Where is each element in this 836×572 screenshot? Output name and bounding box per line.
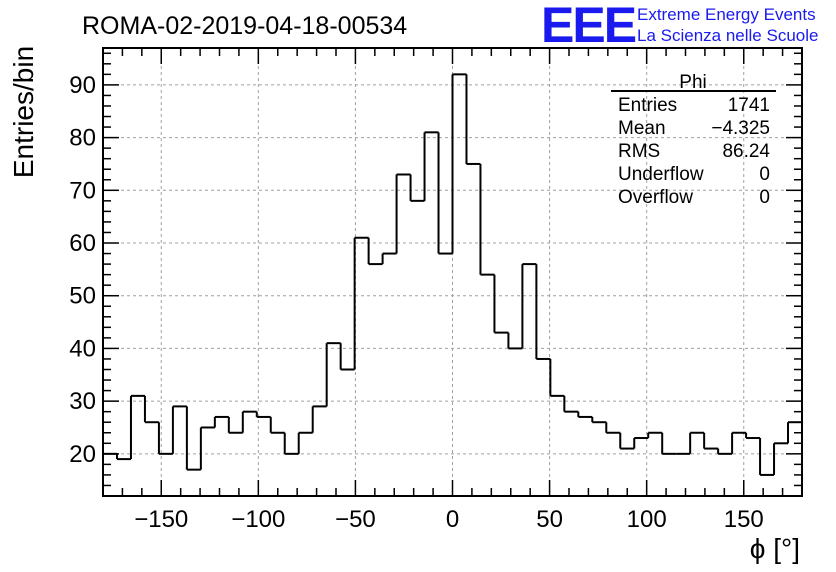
logo-mark: EEE — [541, 0, 636, 53]
y-tick-label: 40 — [69, 335, 96, 362]
x-tick-label: 0 — [446, 506, 459, 533]
axis-ticks — [102, 48, 803, 496]
y-tick-label: 30 — [69, 388, 96, 415]
logo-line-2: La Scienza nelle Scuole — [637, 26, 818, 45]
x-tick-label: 50 — [536, 506, 563, 533]
stats-label-rms: RMS — [618, 141, 660, 162]
x-tick-label: 150 — [724, 506, 764, 533]
stats-title: Phi — [679, 72, 706, 93]
eee-logo: EEE Extreme Energy Events La Scienza nel… — [541, 0, 818, 53]
histogram-series — [102, 73, 803, 496]
y-axis-title: Entries/bin — [8, 46, 39, 178]
stats-value-underflow: 0 — [759, 164, 770, 185]
x-tick-label: −50 — [335, 506, 376, 533]
y-tick-label: 20 — [69, 441, 96, 468]
stats-value-overflow: 0 — [759, 187, 770, 208]
y-tick-label: 90 — [69, 72, 96, 99]
stats-value-rms: 86.24 — [722, 141, 770, 162]
stats-label-underflow: Underflow — [618, 164, 704, 185]
x-tick-label: −150 — [134, 506, 188, 533]
stats-label-mean: Mean — [618, 118, 666, 139]
y-tick-label: 70 — [69, 177, 96, 204]
tick-labels: −150 −100 −50 0 50 100 150 20 30 40 50 60 70 80 90 — [69, 72, 763, 533]
y-tick-label: 60 — [69, 230, 96, 257]
stats-label-entries: Entries — [618, 95, 677, 116]
logo-line-1: Extreme Energy Events — [637, 5, 816, 24]
chart-title: ROMA-02-2019-04-18-00534 — [82, 12, 407, 40]
stats-label-overflow: Overflow — [618, 187, 693, 208]
stats-box: Phi Entries 1741 Mean −4.325 RMS 86.24 U… — [611, 72, 776, 208]
y-tick-label: 80 — [69, 125, 96, 152]
stats-value-entries: 1741 — [728, 95, 770, 116]
y-tick-label: 50 — [69, 283, 96, 310]
x-tick-label: −100 — [231, 506, 285, 533]
x-tick-label: 100 — [627, 506, 667, 533]
x-axis-title: ϕ [°] — [750, 533, 800, 564]
stats-value-mean: −4.325 — [711, 118, 770, 139]
